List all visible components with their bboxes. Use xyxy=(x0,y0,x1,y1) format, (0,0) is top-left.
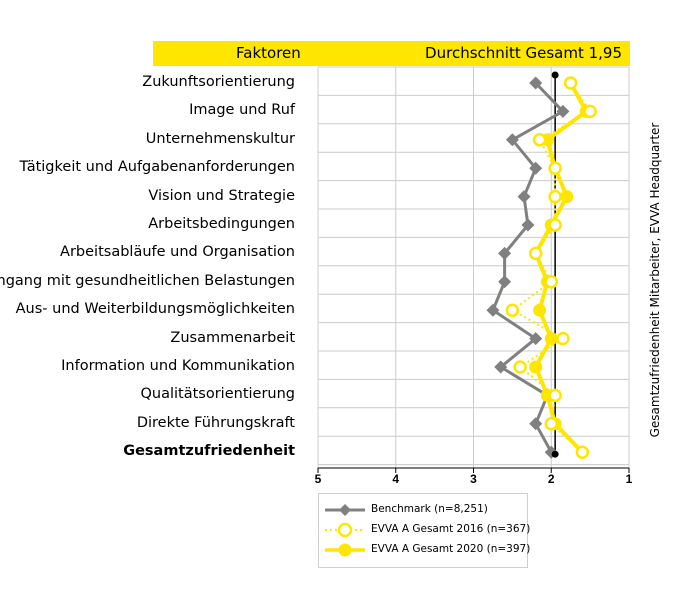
series-2016-point-5 xyxy=(548,218,562,232)
x-tick-label-1: 1 xyxy=(626,472,633,486)
header-faktoren: Faktoren xyxy=(236,44,301,62)
benchmark-point-1 xyxy=(556,104,570,118)
benchmark-point-7 xyxy=(498,275,512,289)
category-label-5: Arbeitsbedingungen xyxy=(148,216,295,232)
header-average: Durchschnitt Gesamt 1,95 xyxy=(425,44,622,62)
benchmark-point-9 xyxy=(529,332,543,346)
series-2020-point-8 xyxy=(533,303,547,317)
series-2016-point-13 xyxy=(575,445,590,459)
category-label-7: Umgang mit gesundheitlichen Belastungen xyxy=(0,272,295,289)
series-2016-point-7 xyxy=(544,275,558,289)
series-2016-point-2 xyxy=(532,133,547,147)
series-2016-point-4 xyxy=(548,189,562,204)
legend-swatch-2016 xyxy=(325,522,365,538)
legend-label-benchmark: Benchmark (n=8,251) xyxy=(371,503,488,515)
header-band xyxy=(153,41,630,66)
benchmark-point-0 xyxy=(529,76,543,90)
series-2016-point-3 xyxy=(548,161,562,175)
x-tick-label-3: 3 xyxy=(470,472,477,486)
side-label: Gesamtzufriedenheit Mitarbeiter, EVVA He… xyxy=(648,122,662,438)
category-label-10: Information und Kommunikation xyxy=(61,358,295,374)
series-2016-point-10 xyxy=(513,360,527,374)
series-2016-point-1 xyxy=(583,104,597,119)
category-label-11: Qualitätsorientierung xyxy=(140,386,295,403)
series-2020-point-4 xyxy=(560,190,574,204)
series-2016-point-12 xyxy=(544,417,558,431)
category-label-3: Tätigkeit und Aufgabenanforderungen xyxy=(19,159,295,176)
category-label-9: Zusammenarbeit xyxy=(170,329,295,346)
x-tick-label-4: 4 xyxy=(392,472,399,486)
category-label-4: Vision und Strategie xyxy=(148,187,295,204)
legend: Benchmark (n=8,251) EVVA A Gesamt 2016 (… xyxy=(318,493,531,568)
category-label-0: Zukunftsorientierung xyxy=(142,74,295,90)
x-tick-label-2: 2 xyxy=(548,472,555,486)
average-point-bottom xyxy=(551,450,559,458)
series-2020-point-9 xyxy=(544,332,558,346)
benchmark-point-12 xyxy=(529,417,543,431)
series-2016-point-8 xyxy=(505,303,520,317)
series-2016-point-11 xyxy=(548,388,562,403)
legend-item-2020: EVVA A Gesamt 2020 (n=397) xyxy=(319,541,531,559)
category-label-2: Unternehmenskultur xyxy=(145,130,295,147)
category-label-1: Image und Ruf xyxy=(189,102,295,119)
category-label-12: Direkte Führungskraft xyxy=(136,414,295,431)
category-label-13: Gesamtzufriedenheit xyxy=(123,443,295,460)
legend-item-benchmark: Benchmark (n=8,251) xyxy=(319,501,527,519)
category-label-6: Arbeitsabläufe und Organisation xyxy=(60,244,295,261)
benchmark-point-10 xyxy=(494,360,508,374)
category-label-8: Aus- und Weiterbildungsmöglichkeiten xyxy=(15,301,295,318)
benchmark-point-2 xyxy=(505,133,519,147)
series-2016-point-6 xyxy=(528,246,543,261)
average-point-top xyxy=(551,71,559,79)
series-2016-point-9 xyxy=(556,331,570,346)
legend-label-2020: EVVA A Gesamt 2020 (n=397) xyxy=(371,543,531,555)
legend-item-2016: EVVA A Gesamt 2016 (n=367) xyxy=(319,521,531,539)
legend-label-2016: EVVA A Gesamt 2016 (n=367) xyxy=(371,523,531,535)
series-2020-point-10 xyxy=(529,360,543,374)
legend-swatch-2020 xyxy=(325,543,365,557)
benchmark-point-8 xyxy=(486,303,500,317)
series-2016-point-0 xyxy=(563,76,578,90)
benchmark-point-6 xyxy=(498,246,512,260)
legend-swatch-benchmark xyxy=(325,504,365,516)
benchmark-point-3 xyxy=(529,161,543,175)
series-line-benchmark xyxy=(491,81,566,453)
benchmark-point-5 xyxy=(521,218,535,232)
x-tick-label-5: 5 xyxy=(315,472,322,486)
benchmark-point-4 xyxy=(517,190,531,204)
